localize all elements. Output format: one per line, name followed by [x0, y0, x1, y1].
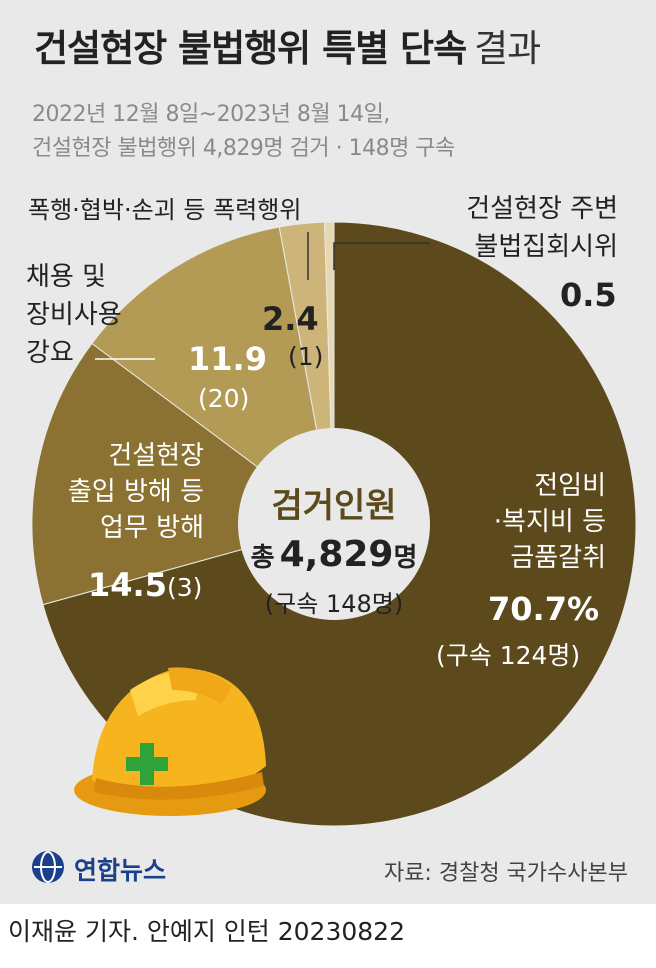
obstruction-line3: 업무 방해: [100, 513, 204, 543]
title-suffix: 결과: [474, 27, 541, 70]
segment-label-rally: 건설현장 주변 불법집회시위: [438, 190, 618, 266]
total-unit: 명: [393, 543, 418, 573]
title-main: 건설현장 불법행위 특별 단속: [34, 27, 467, 70]
rally-line2: 불법집회시위: [474, 232, 618, 262]
subtitle-period: 2022년 12월 8일~2023년 8월 14일,: [32, 102, 390, 127]
hard-hat-icon: [74, 667, 266, 816]
extortion-line2: ·복지비 등: [493, 507, 606, 537]
center-arrest: (구속 148명): [264, 590, 404, 618]
segment-arrest-hiring: (20): [198, 384, 250, 413]
source-text: 자료: 경찰청 국가수사본부: [383, 861, 628, 886]
obstruction-line2: 출입 방해 등: [67, 477, 204, 507]
total-value: 4,829: [279, 534, 394, 575]
extortion-line3: 금품갈취: [510, 543, 606, 573]
yonhap-globe-icon: [32, 851, 64, 883]
rally-line1: 건설현장 주변: [466, 194, 618, 224]
segment-label-violence: 폭행·협박·손괴 등 폭력행위: [28, 196, 302, 224]
segment-value-obstruction: 14.5(3): [88, 566, 202, 604]
segment-value-hiring: 11.9: [188, 340, 267, 378]
segment-label-extortion: 전임비 ·복지비 등 금품갈취: [476, 468, 606, 576]
segment-value-rally: 0.5: [560, 276, 617, 314]
segment-value-violence: 2.4: [262, 300, 319, 338]
total-prefix: 총: [250, 543, 275, 573]
yonhap-logo: 연합뉴스: [30, 847, 166, 887]
chart-subtitle: 2022년 12월 8일~2023년 8월 14일, 건설현장 불법행위 4,8…: [32, 98, 455, 166]
credit-line: 이재윤 기자. 안예지 인턴 20230822: [8, 917, 405, 946]
extortion-line1: 전임비: [534, 471, 606, 501]
segment-arrest-violence: (1): [288, 342, 324, 371]
leader-line-rally: [333, 242, 430, 270]
hiring-line1: 채용 및: [26, 262, 107, 292]
subtitle-summary: 건설현장 불법행위 4,829명 검거 · 148명 구속: [32, 136, 455, 161]
obstruction-arrest: (3): [166, 573, 203, 602]
logo-text: 연합뉴스: [74, 856, 167, 885]
donut-hole: [238, 428, 430, 620]
obstruction-value: 14.5: [88, 566, 167, 604]
hiring-line2: 장비사용: [26, 300, 122, 330]
chart-title: 건설현장 불법행위 특별 단속 결과: [34, 18, 541, 72]
center-total: 총 4,829명: [244, 534, 424, 575]
center-label: 검거인원: [271, 486, 397, 526]
segment-value-extortion: 70.7%: [488, 590, 600, 628]
segment-label-obstruction: 건설현장 출입 방해 등 업무 방해: [60, 438, 204, 546]
segment-arrest-extortion: (구속 124명): [436, 641, 581, 670]
obstruction-line1: 건설현장: [108, 441, 204, 471]
donut-chart: [31, 221, 637, 827]
hiring-line3: 강요: [26, 338, 74, 368]
segment-label-hiring: 채용 및 장비사용 강요: [26, 258, 122, 372]
